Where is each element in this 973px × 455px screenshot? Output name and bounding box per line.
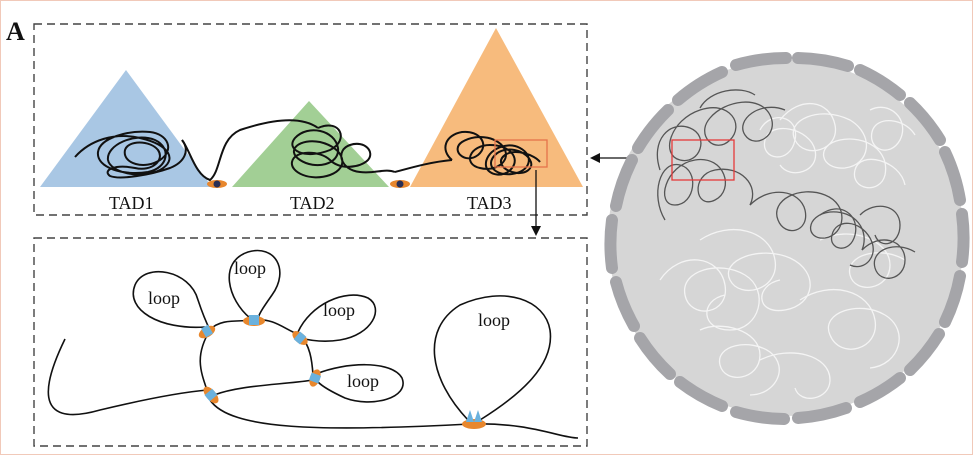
loop-label-3: loop: [323, 300, 355, 320]
boundary-anchor-2: [390, 180, 410, 188]
tad2-label: TAD2: [290, 193, 335, 213]
tad3-zoom-box: [494, 139, 548, 168]
loop-2: [228, 249, 281, 319]
loop-anchor-2: [243, 315, 265, 326]
loop-backbone: [47, 338, 208, 416]
loop-anchor-4: [308, 369, 322, 387]
loop-anchor-3: [292, 331, 308, 345]
loop-label-1: loop: [148, 288, 180, 308]
boundary-anchor-1: [207, 180, 227, 188]
tad2-tad3-link: [394, 159, 453, 173]
panel-label: A: [6, 17, 25, 46]
loop-branch-lower: [213, 379, 314, 396]
loop-label-5: loop: [478, 310, 510, 330]
tad-panel-box: [33, 23, 588, 216]
loop-4: [315, 363, 404, 403]
loop-backbone-lower: [209, 399, 579, 439]
tad1-chromatin: [74, 130, 187, 179]
loop-anchor-1: [198, 324, 216, 339]
loop-anchor-5: [203, 386, 219, 404]
nucleus-chromatin-light: [659, 103, 916, 399]
loop-anchor-6: [462, 410, 486, 429]
nucleus-chromatin-dark: [656, 89, 916, 279]
tad3-chromatin: [444, 130, 541, 176]
nucleus: [604, 52, 970, 425]
tad2-triangle: [232, 101, 389, 187]
nucleus-zoom-box: [671, 139, 735, 181]
loop-1: [132, 270, 211, 331]
loop-panel-box: [33, 237, 588, 447]
zoom-down-arrow: [531, 170, 541, 236]
nuclear-envelope: [604, 52, 970, 425]
tad1-triangle: [40, 70, 212, 187]
tad1-tad2-link: [181, 119, 319, 182]
tad3-triangle: [410, 28, 583, 187]
loop-3: [297, 294, 377, 343]
tad1-label: TAD1: [109, 193, 154, 213]
loop-label-2: loop: [234, 258, 266, 278]
loop-label-4: loop: [347, 371, 379, 391]
loop-5: [433, 295, 552, 421]
loop-branch-upper: [199, 319, 314, 391]
tad3-label: TAD3: [467, 193, 512, 213]
tad2-chromatin: [290, 124, 396, 179]
